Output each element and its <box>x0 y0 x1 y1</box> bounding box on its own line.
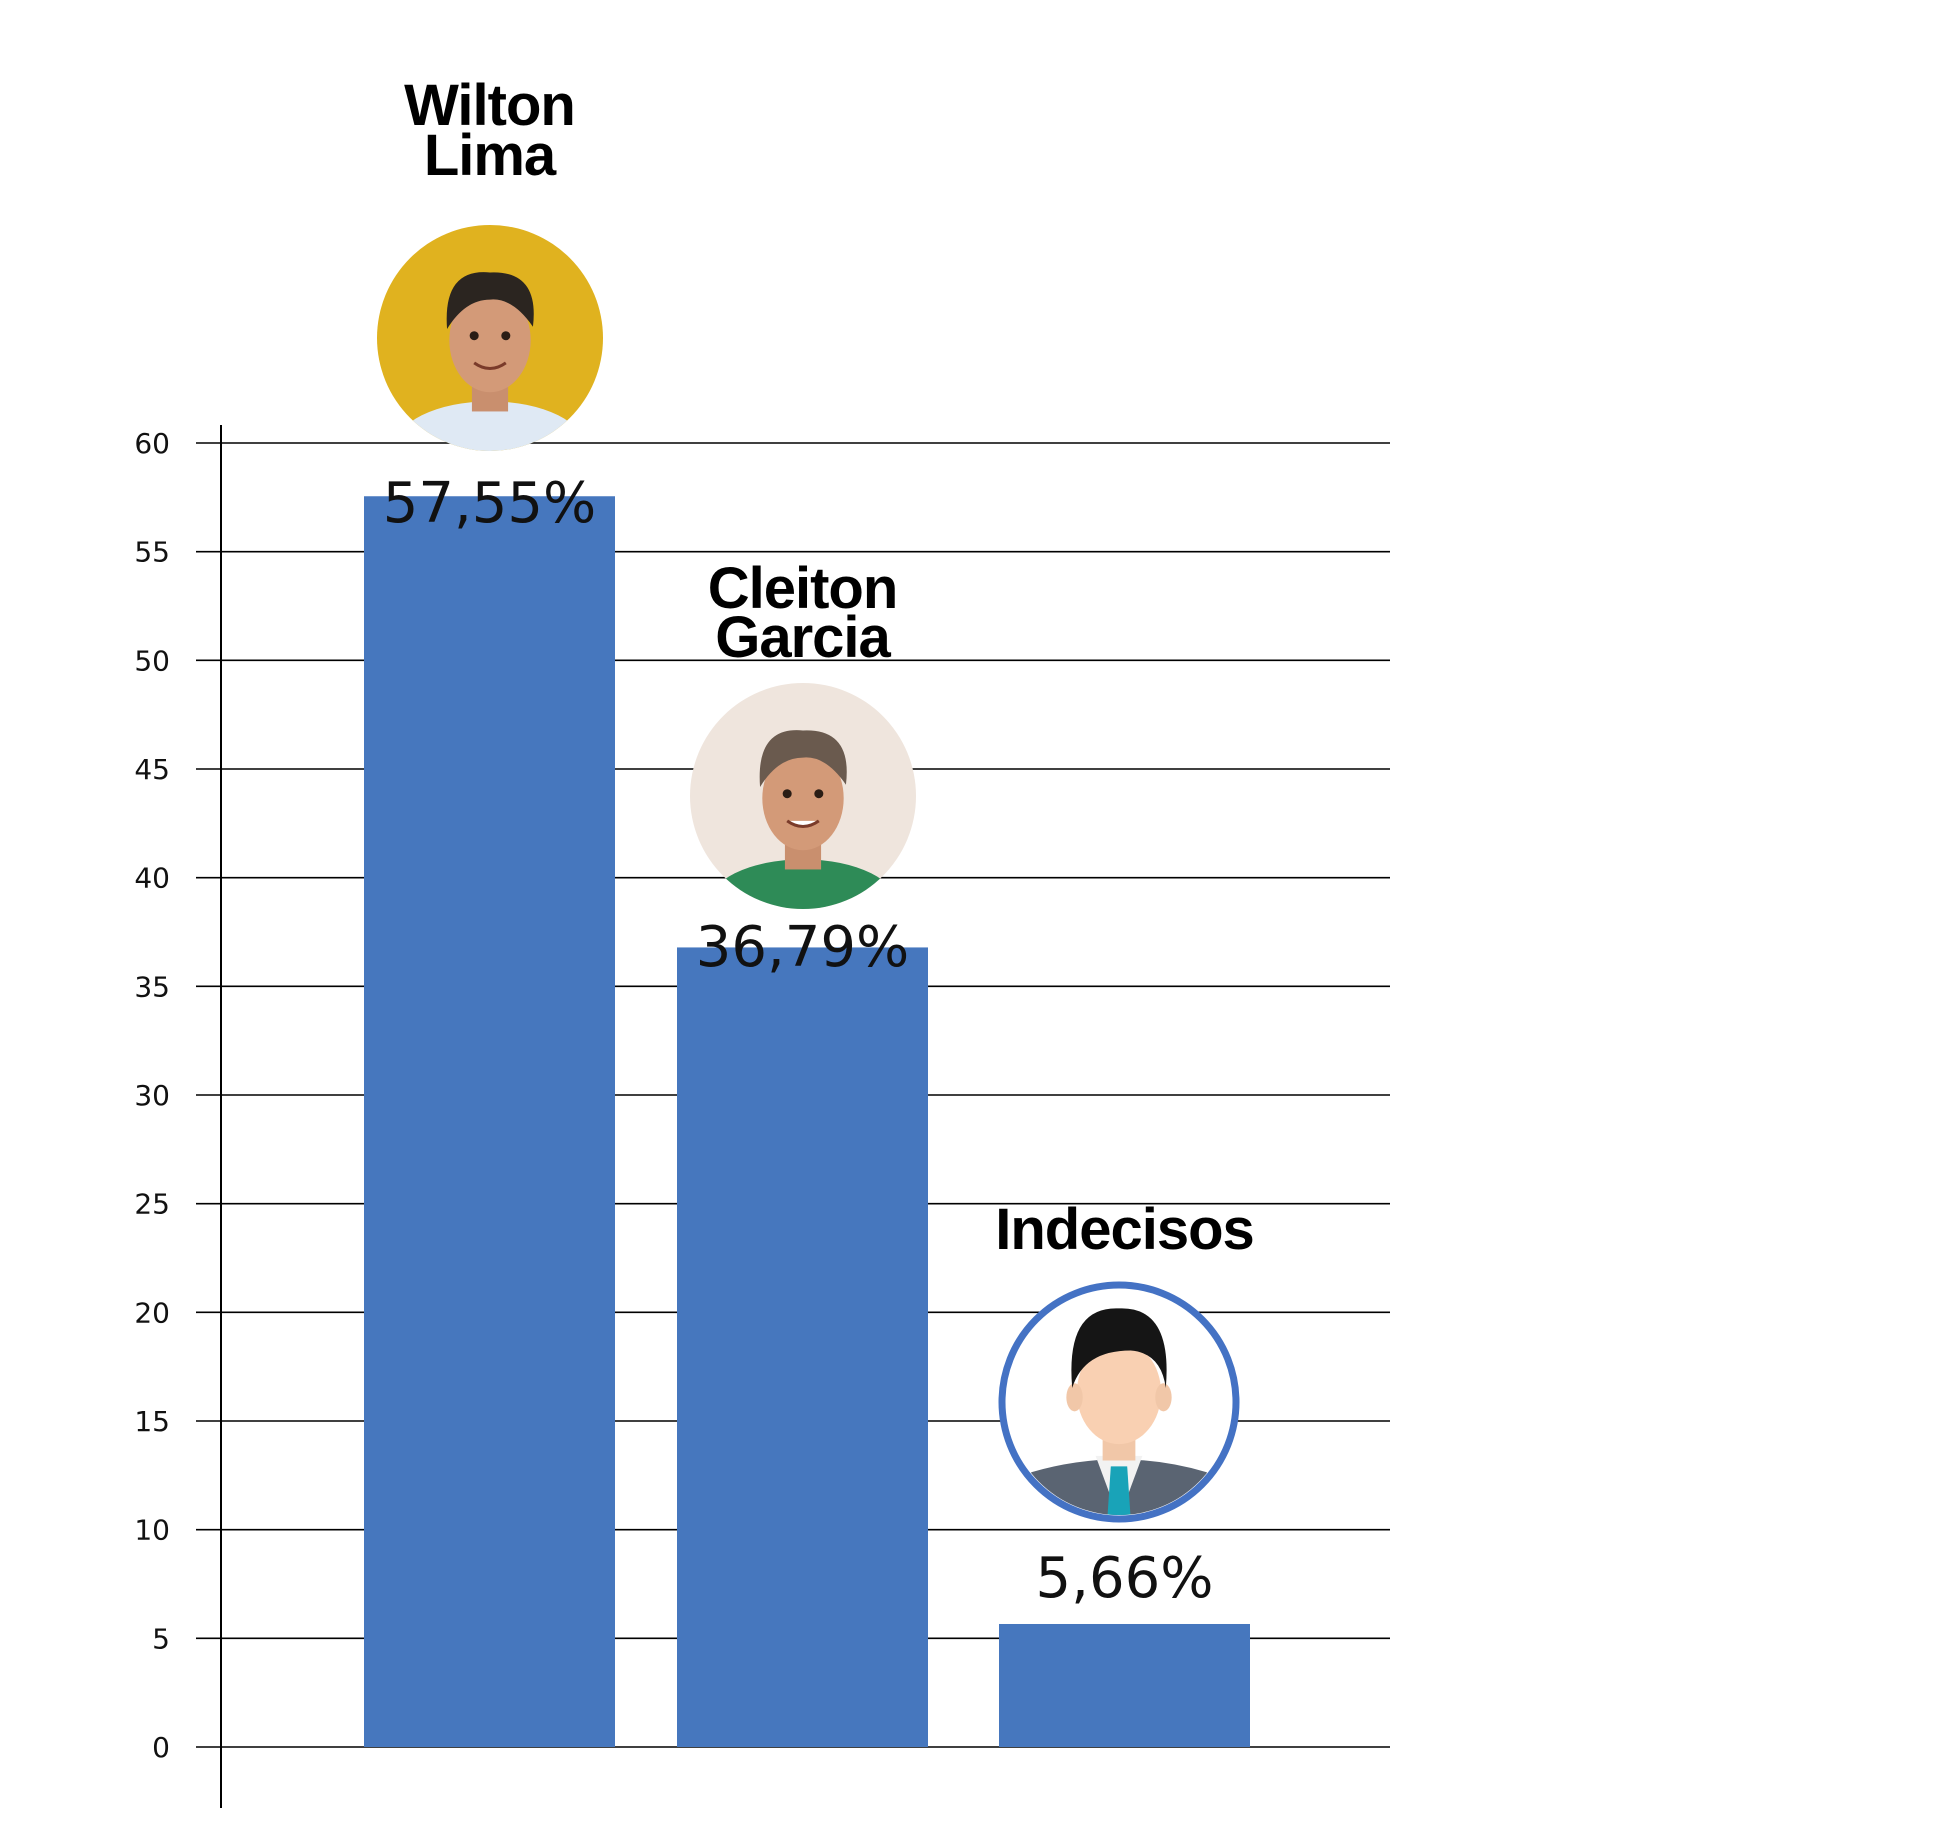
y-tick-label: 55 <box>134 536 170 569</box>
person-photo-icon <box>377 225 603 451</box>
data-label: 36,79% <box>696 915 910 980</box>
person-photo-icon <box>690 683 916 909</box>
y-tick-label: 40 <box>134 862 170 895</box>
y-tick-label: 15 <box>134 1405 170 1438</box>
data-label: 57,55% <box>383 471 597 536</box>
bar-3 <box>999 1623 1250 1747</box>
bar-layer <box>364 496 1250 1747</box>
y-tick-label: 35 <box>134 970 170 1003</box>
avatar-layer <box>377 225 1240 1523</box>
category-label: Cleiton <box>708 556 898 621</box>
axis-layer: 0 5 10 15 20 25 30 35 40 45 50 55 60 <box>134 425 222 1808</box>
y-tick-label: 10 <box>134 1514 170 1547</box>
generic-user-icon <box>998 1281 1240 1523</box>
bar-2 <box>677 947 928 1747</box>
category-label: Garcia <box>715 605 891 670</box>
category-label: Indecisos <box>995 1197 1254 1262</box>
bar-1 <box>364 496 615 1747</box>
y-tick-label: 60 <box>134 427 170 460</box>
category-label: Wilton <box>404 73 575 138</box>
y-tick-label: 5 <box>152 1622 170 1655</box>
y-tick-label: 30 <box>134 1079 170 1112</box>
y-tick-label: 50 <box>134 644 170 677</box>
y-tick-label: 0 <box>152 1731 170 1764</box>
category-label: Lima <box>424 123 557 188</box>
y-tick-label: 25 <box>134 1188 170 1221</box>
y-tick-label: 20 <box>134 1296 170 1329</box>
data-label: 5,66% <box>1036 1546 1214 1611</box>
y-tick-label: 45 <box>134 753 170 786</box>
